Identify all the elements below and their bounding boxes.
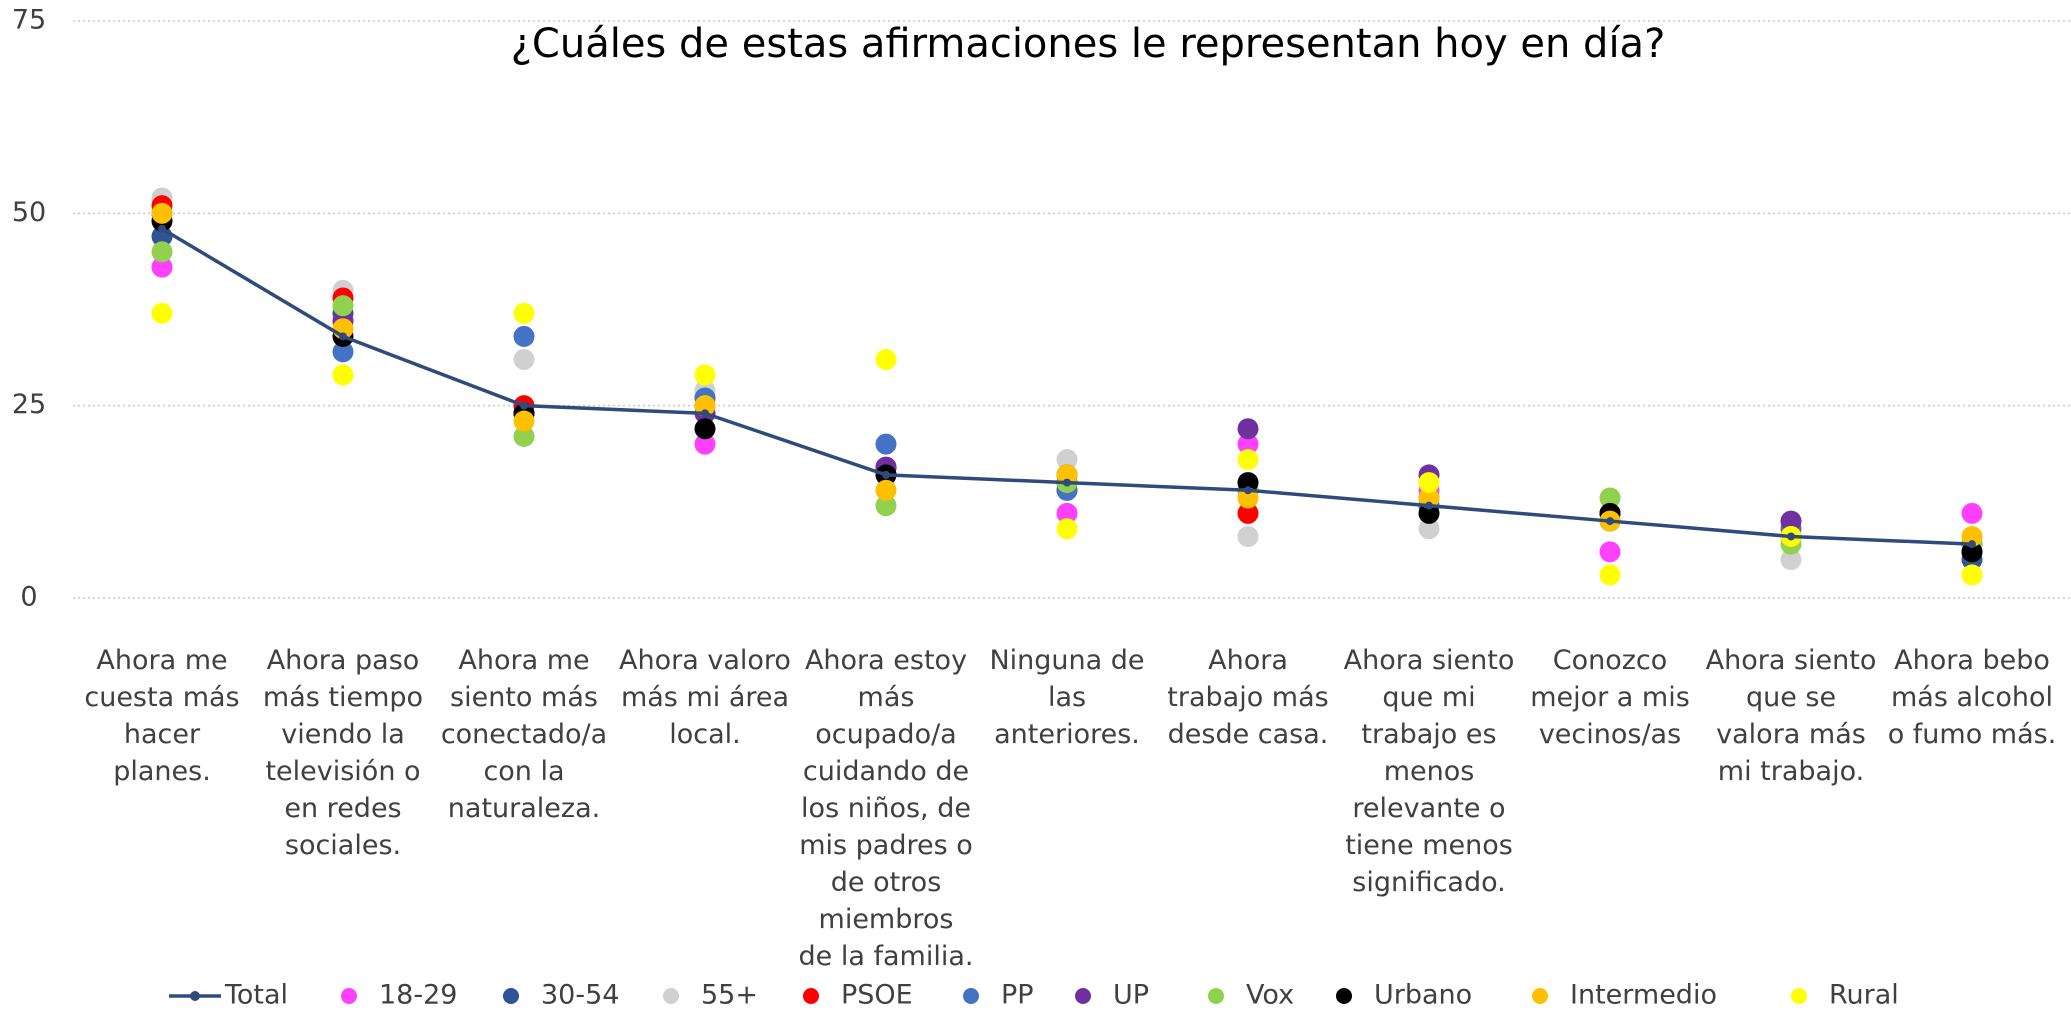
legend-label: PSOE — [841, 980, 913, 1011]
point — [1056, 502, 1078, 524]
point — [1968, 540, 1976, 549]
point — [875, 349, 897, 371]
point — [1961, 502, 1983, 524]
legend-label: Total — [224, 980, 288, 1011]
point — [1063, 478, 1071, 487]
legend-label: 55+ — [701, 980, 758, 1011]
point — [1237, 502, 1259, 524]
y-tick-label: 25 — [12, 389, 46, 420]
x-tick-label: Ahora siento que mi trabajo es menos rel… — [1343, 645, 1515, 898]
x-tick-label: Ahora paso más tiempo viendo la televisi… — [262, 645, 424, 861]
point — [332, 364, 354, 386]
point — [1418, 472, 1440, 494]
legend-label: UP — [1113, 980, 1149, 1011]
point — [1599, 564, 1621, 586]
point — [1787, 532, 1795, 541]
legend-swatch — [1075, 988, 1091, 1004]
legend-swatch — [1336, 988, 1352, 1004]
point — [151, 202, 173, 224]
point — [694, 395, 716, 417]
x-tick-label: Ahora me siento más conectado/a con la n… — [440, 645, 608, 824]
point — [1237, 433, 1259, 455]
point — [1418, 502, 1440, 524]
point — [1599, 487, 1621, 509]
legend-swatch — [1208, 988, 1224, 1004]
point — [151, 241, 173, 263]
legend-swatch — [341, 988, 357, 1004]
point — [1961, 541, 1983, 563]
x-tick-label: Ninguna de las anteriores. — [989, 645, 1145, 750]
x-tick-label: Ahora siento que se valora más mi trabaj… — [1705, 645, 1877, 787]
x-tick-label: Ahora trabajo más desde casa. — [1167, 645, 1329, 750]
point — [332, 295, 354, 317]
legend-label: Rural — [1829, 980, 1899, 1011]
point — [1780, 549, 1802, 571]
point — [1237, 418, 1259, 440]
point — [1056, 449, 1078, 471]
legend-label: Vox — [1246, 980, 1294, 1011]
point — [1780, 510, 1802, 532]
point — [875, 433, 897, 455]
x-tick-label: Ahora estoy más ocupado/a cuidando de lo… — [798, 645, 974, 972]
legend-swatch — [1791, 988, 1807, 1004]
point — [1237, 472, 1259, 494]
legend-label: Intermedio — [1570, 980, 1717, 1011]
point — [1606, 517, 1614, 526]
point — [513, 349, 535, 371]
y-tick-label: 50 — [12, 197, 46, 228]
point — [158, 224, 166, 233]
point — [1425, 501, 1433, 510]
point — [875, 495, 897, 517]
x-tick-label: Ahora valoro más mi área local. — [619, 645, 791, 750]
point — [1961, 564, 1983, 586]
chart-title: ¿Cuáles de estas afirmaciones le represe… — [511, 21, 1666, 67]
legend-label: 18-29 — [379, 980, 457, 1011]
point — [332, 341, 354, 363]
legend-swatch — [190, 991, 200, 1001]
point — [1961, 525, 1983, 547]
legend-label: Urbano — [1374, 980, 1472, 1011]
point — [1237, 487, 1259, 509]
point — [882, 470, 890, 479]
legend-swatch — [963, 988, 979, 1004]
legend-swatch — [1532, 988, 1548, 1004]
point — [694, 364, 716, 386]
point — [1237, 525, 1259, 547]
point — [520, 401, 528, 410]
point — [875, 479, 897, 501]
legend-swatch — [503, 988, 519, 1004]
point — [513, 325, 535, 347]
x-tick-label: Ahora me cuesta más hacer planes. — [84, 645, 240, 787]
point — [694, 433, 716, 455]
point — [1418, 518, 1440, 540]
legend-label: PP — [1001, 980, 1034, 1011]
point — [513, 302, 535, 324]
point — [701, 409, 709, 418]
legend-swatch — [663, 988, 679, 1004]
point — [151, 302, 173, 324]
point — [694, 418, 716, 440]
x-tick-label: Conozco mejor a mis vecinos/as — [1530, 645, 1690, 750]
y-tick-label: 0 — [20, 582, 37, 613]
point — [339, 332, 347, 341]
point — [1244, 486, 1252, 495]
point — [513, 410, 535, 432]
point — [1599, 541, 1621, 563]
point — [1237, 449, 1259, 471]
y-tick-label: 75 — [12, 5, 46, 36]
point — [1418, 487, 1440, 509]
point — [151, 256, 173, 278]
point — [513, 425, 535, 447]
legend-swatch — [803, 988, 819, 1004]
x-tick-label: Ahora bebo más alcohol o fumo más. — [1887, 645, 2057, 750]
legend-label: 30-54 — [541, 980, 619, 1011]
point — [1056, 464, 1078, 486]
point — [1056, 518, 1078, 540]
